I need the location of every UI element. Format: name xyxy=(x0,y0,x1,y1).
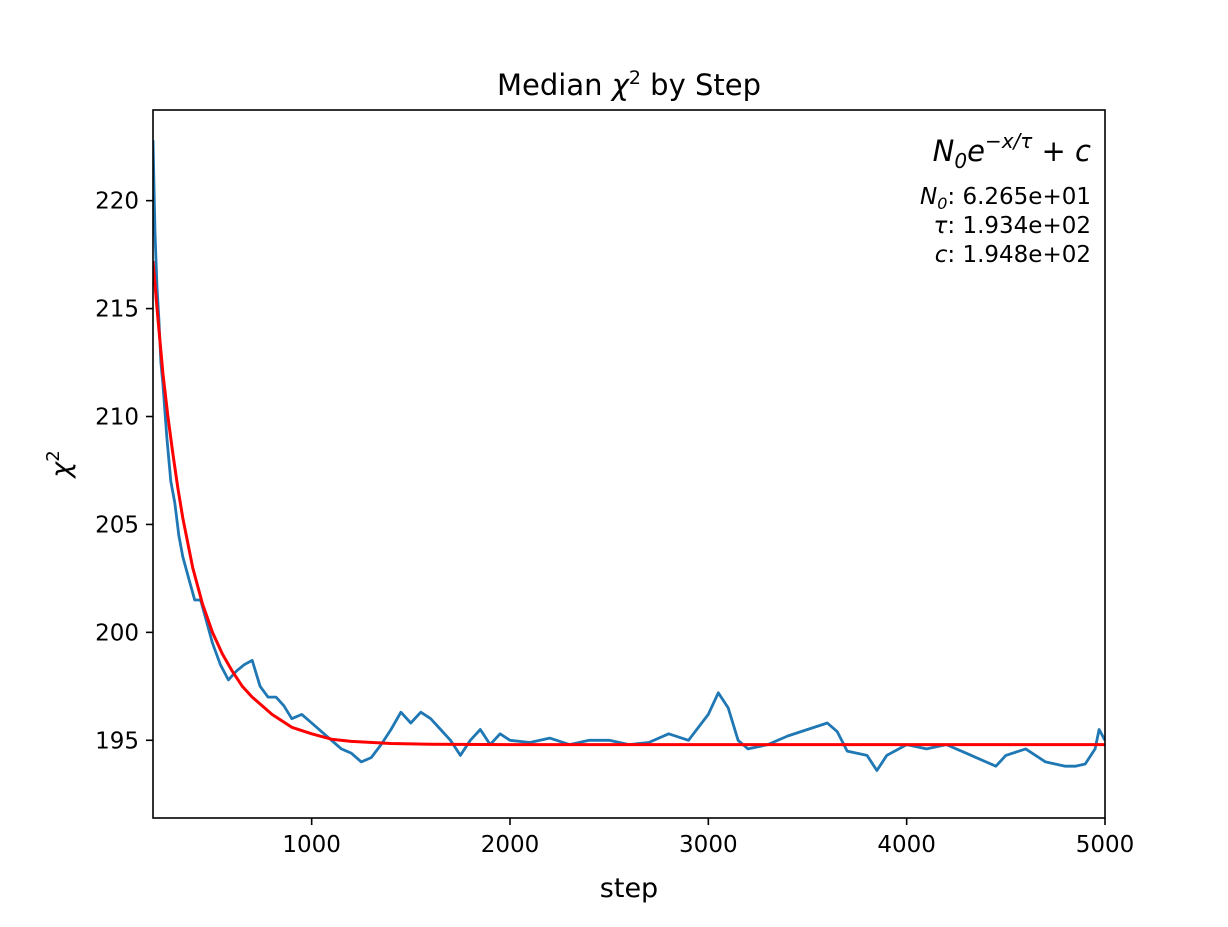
fit-param-n0: N0: 6.265e+01 xyxy=(920,184,1091,213)
fit-formula-base-sub: 0 xyxy=(954,149,967,173)
series-layer xyxy=(153,140,1105,772)
axes-frame xyxy=(152,109,1106,819)
y-axis-label-symbol: χ xyxy=(46,461,77,480)
fit-param-n0-symbol: N xyxy=(920,184,937,210)
x-tick-label: 2000 xyxy=(481,832,540,858)
fit-formula-tail: + c xyxy=(1032,134,1091,168)
fit-formula-base: N xyxy=(933,134,955,168)
plot-area xyxy=(153,110,1105,818)
y-axis-label: χ2 xyxy=(43,450,77,479)
x-tick-label: 3000 xyxy=(679,832,738,858)
x-tick-label: 4000 xyxy=(877,832,936,858)
fit-param-tau: τ: 1.934e+02 xyxy=(934,213,1091,239)
chart-title-sup: 2 xyxy=(629,67,641,89)
fit-formula: N0e−x/τ + c xyxy=(933,129,1091,173)
chart-title-symbol: χ xyxy=(610,68,631,102)
fit-param-c: c: 1.948e+02 xyxy=(935,242,1091,268)
fit-param-tau-symbol: τ xyxy=(934,213,948,239)
chart-title-suffix: by Step xyxy=(641,68,761,102)
fit-formula-exponent: −x/τ xyxy=(985,129,1033,153)
fit-param-n0-value: : 6.265e+01 xyxy=(947,184,1091,210)
fit-param-c-value: : 1.948e+02 xyxy=(947,242,1091,268)
y-axis-label-sup: 2 xyxy=(43,450,64,461)
fit-formula-exp-base: e xyxy=(967,134,985,168)
x-tick-label: 5000 xyxy=(1076,832,1135,858)
x-axis-label: step xyxy=(600,873,658,904)
chart-title-prefix: Median xyxy=(497,68,612,102)
x-tick-label: 1000 xyxy=(282,832,341,858)
y-axis-ticks: 195 200 205 210 215 220 xyxy=(95,189,153,754)
x-axis-ticks: 1000 2000 3000 4000 5000 xyxy=(282,818,1134,858)
y-tick-label: 215 xyxy=(95,297,139,323)
y-tick-label: 200 xyxy=(95,620,139,646)
chart-title: Median χ2 by Step xyxy=(497,67,761,102)
y-tick-label: 205 xyxy=(95,512,139,538)
y-tick-label: 220 xyxy=(95,189,139,215)
series-median-chi2 xyxy=(153,140,1105,772)
y-tick-label: 195 xyxy=(95,728,139,754)
fit-param-n0-sub: 0 xyxy=(937,194,947,213)
fit-param-c-symbol: c xyxy=(935,242,948,268)
fit-param-tau-value: : 1.934e+02 xyxy=(947,213,1091,239)
series-exponential-fit xyxy=(153,260,1105,747)
y-tick-label: 210 xyxy=(95,405,139,431)
